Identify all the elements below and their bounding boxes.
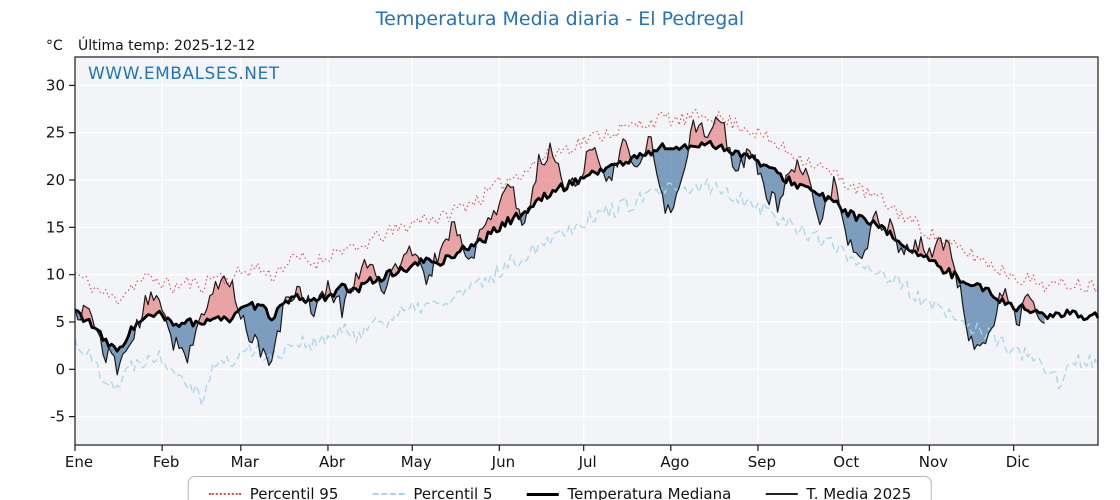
x-tick-label: Dic: [1006, 453, 1030, 470]
x-tick-label: Jul: [578, 453, 597, 470]
thin-black-line-icon: [765, 493, 798, 495]
legend-item-percentil-95: Percentil 95: [208, 485, 339, 500]
chart-legend: Percentil 95 Percentil 5 Temperatura Med…: [187, 476, 933, 500]
y-tick-label: 15: [46, 218, 65, 236]
y-tick-label: 20: [46, 171, 65, 189]
y-tick-label: 5: [55, 313, 65, 331]
y-tick-label: 30: [46, 76, 65, 94]
axis-ticks-and-labels: -5 0 5 10 15 20 25 30 Ene Feb Mar Abr May Jun Jul Ago Se…: [46, 76, 1030, 470]
chart-title: Temperatura Media diaria - El Pedregal: [375, 8, 745, 30]
x-tick-label: Jun: [491, 453, 515, 470]
watermark-text: WWW.EMBALSES.NET: [88, 64, 280, 84]
legend-item-t-media-2025: T. Media 2025: [765, 485, 911, 500]
last-temp-label: Última temp: 2025-12-12: [78, 38, 256, 54]
x-tick-label: Mar: [231, 453, 260, 470]
x-tick-label: Nov: [919, 453, 948, 470]
plot-frame: [74, 56, 1099, 446]
x-tick-label: Oct: [833, 453, 859, 470]
thick-black-line-icon: [526, 492, 559, 496]
series-line-1: [74, 108, 1099, 305]
legend-item-mediana: Temperatura Mediana: [526, 485, 731, 500]
fill-above-median: [75, 117, 1045, 352]
y-tick-label: 0: [55, 360, 65, 378]
x-tick-label: Abr: [319, 453, 346, 470]
dotted-red-line-icon: [208, 493, 241, 495]
x-tick-label: Sep: [748, 453, 776, 470]
x-tick-label: Ago: [660, 453, 689, 470]
x-tick-label: Feb: [153, 453, 180, 470]
legend-label: T. Media 2025: [806, 485, 912, 500]
legend-item-percentil-5: Percentil 5: [372, 485, 492, 500]
y-tick-label: 25: [46, 124, 65, 142]
chart-plot-area: -5 0 5 10 15 20 25 30 Ene Feb Mar Abr May Jun Jul Ago Se…: [46, 56, 1100, 470]
dashed-blue-line-icon: [372, 493, 405, 495]
legend-label: Temperatura Mediana: [567, 485, 732, 500]
legend-label: Percentil 95: [249, 485, 339, 500]
series-line-4: [74, 116, 1045, 376]
y-axis-unit-label: °C: [46, 38, 63, 54]
series-line-2: [74, 178, 1099, 407]
series-line-3: [74, 139, 1100, 353]
plot-background: [75, 57, 1098, 445]
legend-label: Percentil 5: [413, 485, 493, 500]
x-tick-label: May: [401, 453, 432, 470]
y-tick-label: 10: [46, 266, 65, 284]
y-tick-label: -5: [50, 408, 65, 426]
x-tick-label: Ene: [65, 453, 93, 470]
